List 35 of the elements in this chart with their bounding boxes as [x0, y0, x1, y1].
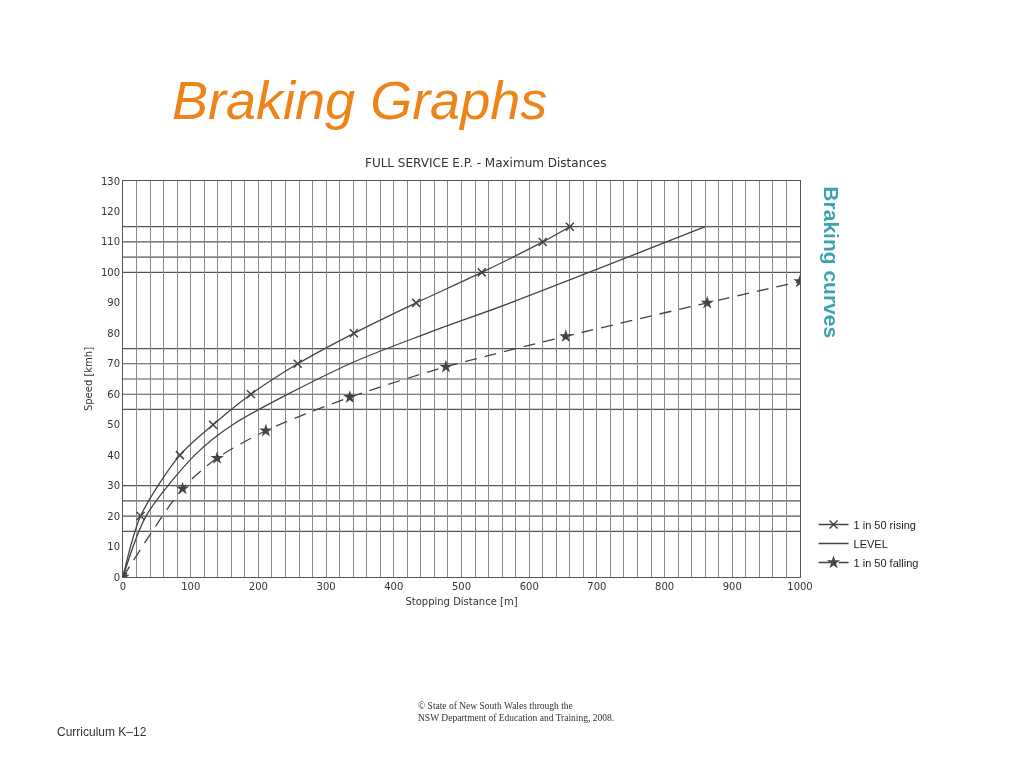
- x-tick-label: 700: [587, 581, 607, 592]
- legend-label: LEVEL: [853, 537, 888, 550]
- y-axis-title: Speed [kmh]: [82, 346, 94, 412]
- y-tick-label: 60: [107, 388, 120, 400]
- x-tick-label: 900: [722, 581, 742, 592]
- y-tick-label: 100: [100, 266, 120, 278]
- y-tick-label: 130: [100, 175, 120, 187]
- y-tick-label: 30: [107, 480, 120, 492]
- y-tick-label: 70: [107, 358, 120, 370]
- y-tick-label: 110: [100, 236, 120, 248]
- x-tick-label: 500: [451, 581, 472, 592]
- x-tick-label: 200: [248, 581, 268, 592]
- legend-label: 1 in 50 falling: [853, 556, 919, 569]
- chart-title: Braking Graphs: [172, 69, 548, 130]
- chart-subtitle: FULL SERVICE E.P. - Maximum Distances: [365, 156, 607, 170]
- text: Braking curves: [820, 186, 843, 339]
- x-tick-label: 400: [384, 581, 404, 592]
- y-tick-label: 80: [107, 327, 120, 339]
- x-tick-label: 600: [519, 581, 539, 592]
- x-tick-label: 0: [119, 581, 127, 592]
- legend-label: 1 in 50 rising: [853, 518, 916, 531]
- y-tick-label: 0: [113, 571, 120, 583]
- text: Curriculum K–12: [57, 725, 147, 739]
- y-tick-label: 50: [107, 419, 120, 431]
- x-tick-label: 800: [655, 581, 675, 592]
- y-tick-label: 120: [100, 205, 120, 217]
- y-tick-label: 40: [107, 449, 120, 461]
- x-tick-label: 300: [316, 581, 336, 592]
- y-tick-label: 10: [107, 541, 120, 553]
- text: © State of New South Wales through the NSW Department of Education and Training, 2008.: [418, 701, 615, 724]
- x-axis-title: Stopping Distance [m]: [405, 595, 518, 607]
- x-tick-label: 1000: [787, 581, 813, 592]
- y-tick-label: 90: [107, 297, 120, 309]
- x-tick-label: 100: [181, 581, 201, 592]
- y-tick-label: 20: [107, 510, 120, 522]
